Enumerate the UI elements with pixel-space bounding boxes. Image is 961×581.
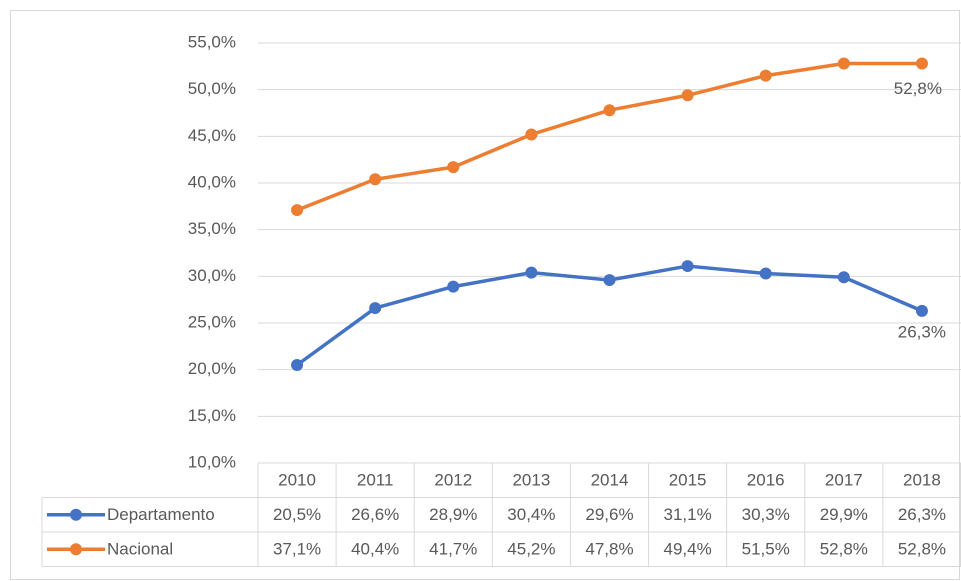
table-value: 51,5%	[742, 540, 790, 559]
table-value: 49,4%	[664, 540, 712, 559]
data-point	[837, 57, 850, 70]
data-label: 52,8%	[894, 79, 942, 98]
x-tick-label: 2011	[357, 471, 394, 490]
legend-key-marker	[70, 543, 82, 556]
legend-label: Departamento	[107, 505, 215, 524]
table-value: 45,2%	[507, 540, 555, 559]
data-point	[603, 104, 616, 117]
data-point	[915, 304, 928, 317]
data-point	[369, 173, 382, 186]
x-tick-label: 2010	[278, 471, 316, 490]
table-value: 28,9%	[429, 505, 477, 524]
legend-key-marker	[70, 508, 82, 521]
y-tick-label: 30,0%	[188, 266, 236, 285]
x-tick-label: 2013	[512, 471, 550, 490]
table-value: 30,4%	[507, 505, 555, 524]
y-tick-label: 35,0%	[188, 219, 236, 238]
data-point	[681, 260, 694, 273]
x-tick-label: 2018	[903, 471, 941, 490]
x-tick-label: 2014	[591, 471, 629, 490]
data-point	[525, 128, 538, 141]
data-point	[291, 359, 304, 371]
table-value: 40,4%	[351, 540, 399, 559]
y-tick-label: 40,0%	[188, 172, 236, 191]
table-value: 30,3%	[742, 505, 790, 524]
x-tick-label: 2015	[669, 471, 707, 490]
y-tick-label: 45,0%	[188, 126, 236, 145]
table-value: 31,1%	[664, 505, 712, 524]
data-label: 26,3%	[898, 322, 946, 341]
table-value: 41,7%	[429, 540, 477, 559]
data-point	[759, 69, 772, 82]
table-value: 26,3%	[898, 505, 946, 524]
x-tick-label: 2017	[825, 471, 863, 490]
data-point	[915, 57, 928, 70]
table-value: 52,8%	[820, 540, 868, 559]
y-tick-label: 10,0%	[188, 452, 236, 471]
data-point	[603, 274, 616, 287]
data-point	[447, 161, 460, 174]
y-tick-label: 15,0%	[188, 406, 236, 425]
y-tick-label: 50,0%	[188, 79, 236, 98]
data-point	[447, 280, 460, 293]
data-point	[525, 266, 538, 279]
data-point	[369, 302, 382, 315]
data-point	[681, 89, 694, 102]
chart-frame	[10, 10, 960, 580]
table-value: 52,8%	[898, 540, 946, 559]
legend-label: Nacional	[107, 540, 173, 559]
table-value: 37,1%	[273, 540, 321, 559]
data-point	[837, 271, 850, 284]
table-value: 47,8%	[585, 540, 633, 559]
table-value: 29,6%	[585, 505, 633, 524]
y-tick-label: 25,0%	[188, 312, 236, 331]
table-value: 20,5%	[273, 505, 321, 524]
table-value: 26,6%	[351, 505, 399, 524]
x-tick-label: 2016	[747, 471, 785, 490]
x-tick-label: 2012	[434, 471, 472, 490]
table-value: 29,9%	[820, 505, 868, 524]
data-point	[291, 204, 304, 217]
y-tick-label: 55,0%	[188, 32, 236, 51]
y-tick-label: 20,0%	[188, 359, 236, 378]
data-point	[759, 267, 772, 280]
